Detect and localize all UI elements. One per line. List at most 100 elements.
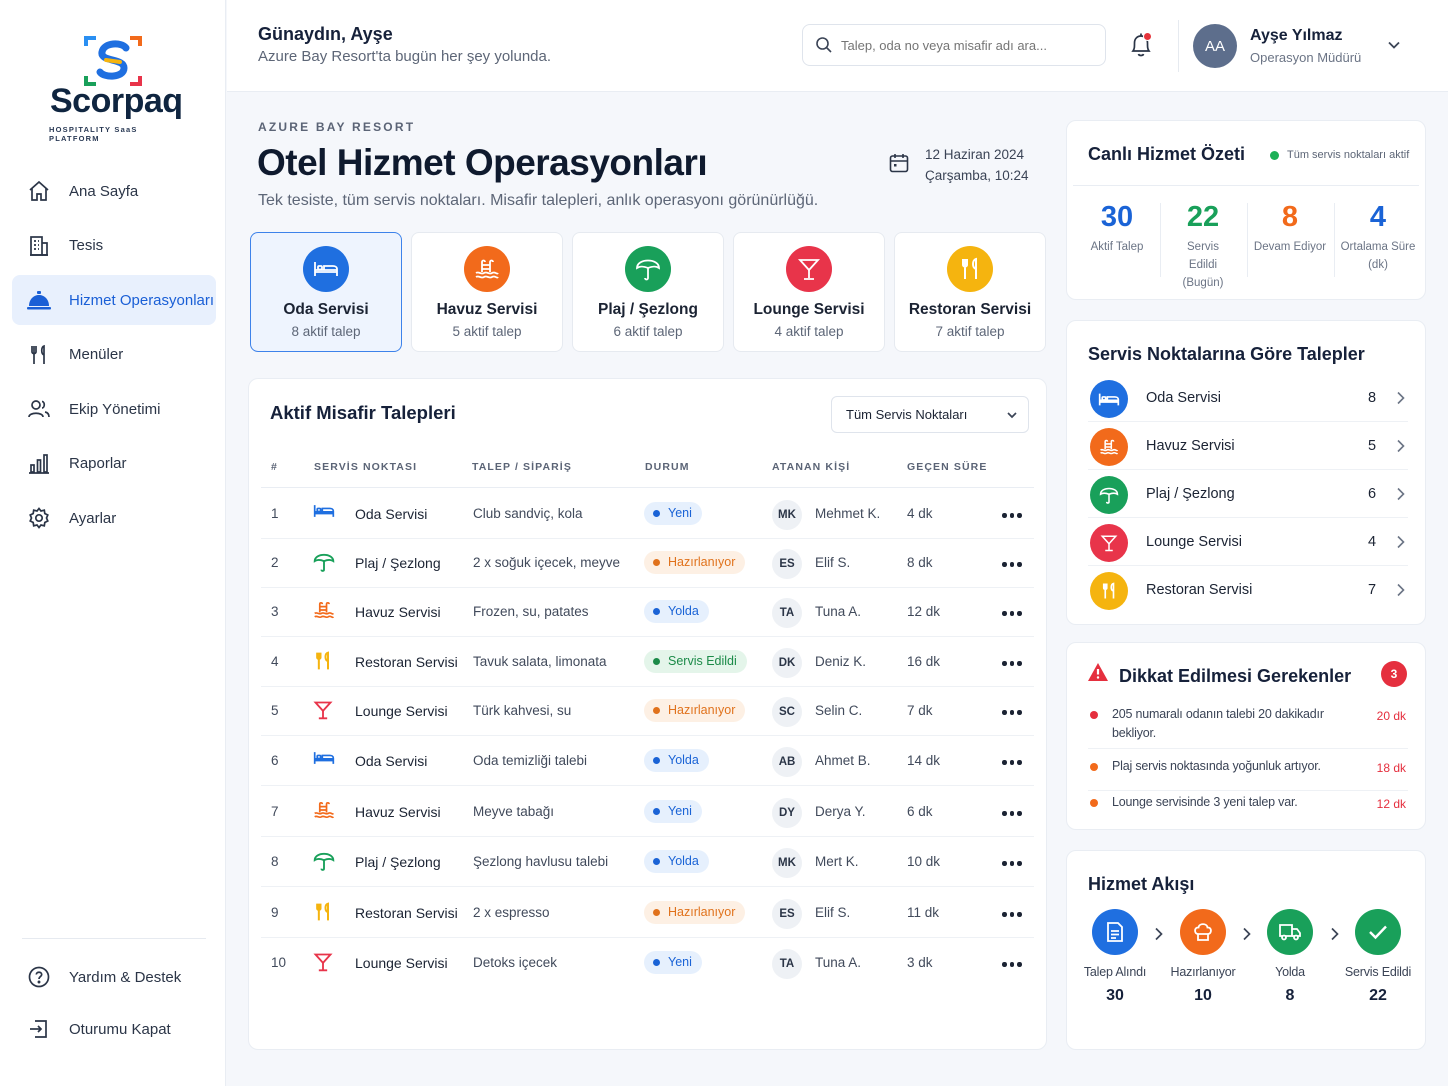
more-actions-icon[interactable] bbox=[1002, 661, 1022, 666]
more-actions-icon[interactable] bbox=[1002, 611, 1022, 616]
row-number: 2 bbox=[271, 555, 279, 570]
service-point: Havuz Servisi bbox=[355, 604, 441, 620]
status-badge: Yolda bbox=[644, 749, 709, 772]
umbrella-icon bbox=[625, 246, 671, 292]
bed-icon bbox=[1090, 380, 1128, 418]
assignee-name: Mehmet K. bbox=[815, 506, 881, 521]
alert-item[interactable]: 205 numaralı odanın talebi 20 dakikadır … bbox=[1088, 705, 1408, 749]
service-point-name: Restoran Servisi bbox=[1146, 582, 1253, 598]
sidebar-item-home[interactable]: Ana Sayfa bbox=[12, 166, 216, 216]
alert-dot bbox=[1090, 711, 1098, 719]
table-row[interactable]: 1 Oda Servisi Club sandviç, kola Yeni MK Mehm… bbox=[261, 489, 1034, 539]
assignee-name: Tuna A. bbox=[815, 604, 862, 619]
alert-dot bbox=[1090, 763, 1098, 771]
elapsed-time: 3 dk bbox=[907, 955, 933, 970]
more-actions-icon[interactable] bbox=[1002, 912, 1022, 917]
sidebar-item-service-operations[interactable]: Hizmet Operasyonları bbox=[12, 275, 216, 325]
status-badge: Yolda bbox=[644, 850, 709, 873]
service-point: Restoran Servisi bbox=[355, 654, 458, 670]
service-point-row-lounge[interactable]: Lounge Servisi 4 bbox=[1088, 518, 1408, 566]
more-actions-icon[interactable] bbox=[1002, 811, 1022, 816]
assignee-name: Elif S. bbox=[815, 555, 851, 570]
service-point: Oda Servisi bbox=[355, 506, 428, 522]
stat-divider bbox=[1334, 203, 1335, 277]
pool-icon bbox=[313, 800, 337, 824]
service-point-count: 8 bbox=[1368, 390, 1377, 406]
row-number: 6 bbox=[271, 753, 279, 768]
service-point-row-beach[interactable]: Plaj / Şezlong 6 bbox=[1088, 470, 1408, 518]
alerts-panel: Dikkat Edilmesi Gerekenler 3 205 numaral… bbox=[1066, 642, 1426, 830]
service-card-lounge[interactable]: Lounge Servisi 4 aktif talep bbox=[733, 232, 885, 352]
service-card-beach[interactable]: Plaj / Şezlong 6 aktif talep bbox=[572, 232, 724, 352]
chevron-down-icon[interactable] bbox=[1387, 38, 1401, 52]
alert-time: 20 dk bbox=[1376, 709, 1406, 723]
row-number: 10 bbox=[271, 955, 287, 970]
brand-logo[interactable]: Scorpaq HOSPITALITY SaaS PLATFORM bbox=[44, 30, 184, 143]
service-card-name: Havuz Servisi bbox=[436, 301, 538, 318]
service-point-filter[interactable]: Tüm Servis Noktaları bbox=[831, 396, 1029, 433]
table-row[interactable]: 7 Havuz Servisi Meyve tabağı Yeni DY Derya Y.… bbox=[261, 787, 1034, 837]
sidebar-item-settings[interactable]: Ayarlar bbox=[12, 493, 216, 543]
user-name[interactable]: Ayşe Yılmaz bbox=[1250, 27, 1343, 44]
table-row[interactable]: 3 Havuz Servisi Frozen, su, patates Yolda TA… bbox=[261, 587, 1034, 637]
service-point-row-restaurant[interactable]: Restoran Servisi 7 bbox=[1088, 566, 1408, 614]
more-actions-icon[interactable] bbox=[1002, 562, 1022, 567]
table-row[interactable]: 2 Plaj / Şezlong 2 x soğuk içecek, meyve Ha… bbox=[261, 538, 1034, 588]
alert-time: 18 dk bbox=[1376, 761, 1406, 775]
sidebar-item-help[interactable]: Yardım & Destek bbox=[12, 953, 216, 1001]
sidebar-item-logout[interactable]: Oturumu Kapat bbox=[12, 1005, 216, 1053]
requests-by-point-panel: Servis Noktalarına Göre Talepler Oda Ser… bbox=[1066, 320, 1426, 625]
chevron-down-icon bbox=[1007, 412, 1017, 419]
pool-icon bbox=[1090, 428, 1128, 466]
table-row[interactable]: 5 Lounge Servisi Türk kahvesi, su Hazırlanı… bbox=[261, 686, 1034, 736]
filter-value: Tüm Servis Noktaları bbox=[846, 407, 968, 422]
sidebar-item-team[interactable]: Ekip Yönetimi bbox=[12, 384, 216, 434]
utensils-icon bbox=[947, 246, 993, 292]
table-row[interactable]: 6 Oda Servisi Oda temizliği talebi Yolda AB A… bbox=[261, 736, 1034, 786]
sidebar-item-reports[interactable]: Raporlar bbox=[12, 439, 216, 489]
user-avatar[interactable]: AA bbox=[1193, 24, 1237, 68]
table-row[interactable]: 8 Plaj / Şezlong Şezlong havlusu talebi Yol… bbox=[261, 837, 1034, 887]
elapsed-time: 14 dk bbox=[907, 753, 941, 768]
status-badge: Yeni bbox=[644, 800, 702, 823]
sidebar-item-menus[interactable]: Menüler bbox=[12, 330, 216, 380]
alert-item[interactable]: Lounge servisinde 3 yeni talep var. 12 d… bbox=[1088, 793, 1408, 823]
service-card-pool[interactable]: Havuz Servisi 5 aktif talep bbox=[411, 232, 563, 352]
flow-step-label: Talep Alındı bbox=[1083, 965, 1147, 979]
service-point-row-room[interactable]: Oda Servisi 8 bbox=[1088, 374, 1408, 422]
alert-item[interactable]: Plaj servis noktasında yoğunluk artıyor.… bbox=[1088, 757, 1408, 791]
search-input[interactable] bbox=[841, 37, 1081, 53]
service-point: Lounge Servisi bbox=[355, 955, 448, 971]
search-box[interactable] bbox=[802, 24, 1106, 66]
status-badge: Yolda bbox=[644, 600, 709, 623]
service-point-row-pool[interactable]: Havuz Servisi 5 bbox=[1088, 422, 1408, 470]
assignee-avatar: MK bbox=[772, 848, 802, 878]
alert-time: 12 dk bbox=[1376, 797, 1406, 811]
service-point: Plaj / Şezlong bbox=[355, 854, 441, 870]
more-actions-icon[interactable] bbox=[1002, 710, 1022, 715]
table-row[interactable]: 4 Restoran Servisi Tavuk salata, limonata S… bbox=[261, 637, 1034, 687]
service-card-count: 8 aktif talep bbox=[291, 324, 361, 339]
assignee-name: Deniz K. bbox=[815, 654, 867, 669]
service-card-restaurant[interactable]: Restoran Servisi 7 aktif talep bbox=[894, 232, 1046, 352]
elapsed-time: 11 dk bbox=[907, 905, 940, 920]
sidebar-item-label: Oturumu Kapat bbox=[69, 1020, 171, 1038]
brand-name: Scorpaq bbox=[50, 82, 183, 120]
service-point-count: 7 bbox=[1368, 582, 1377, 598]
more-actions-icon[interactable] bbox=[1002, 861, 1022, 866]
assignee-avatar: SC bbox=[772, 697, 802, 727]
more-actions-icon[interactable] bbox=[1002, 760, 1022, 765]
service-card-room[interactable]: Oda Servisi 8 aktif talep bbox=[250, 232, 402, 352]
notifications-button[interactable] bbox=[1127, 30, 1155, 60]
assignee-avatar: ES bbox=[772, 549, 802, 579]
assignee-avatar: AB bbox=[772, 747, 802, 777]
table-row[interactable]: 10 Lounge Servisi Detoks içecek Yeni TA Tuna … bbox=[261, 938, 1034, 988]
pool-icon bbox=[464, 246, 510, 292]
alert-text: Lounge servisinde 3 yeni talep var. bbox=[1112, 795, 1298, 809]
service-point: Plaj / Şezlong bbox=[355, 555, 441, 571]
table-row[interactable]: 9 Restoran Servisi 2 x espresso Hazırlanıyo… bbox=[261, 888, 1034, 938]
more-actions-icon[interactable] bbox=[1002, 962, 1022, 967]
more-actions-icon[interactable] bbox=[1002, 513, 1022, 518]
service-point-name: Oda Servisi bbox=[1146, 390, 1221, 406]
sidebar-item-facility[interactable]: Tesis bbox=[12, 221, 216, 271]
